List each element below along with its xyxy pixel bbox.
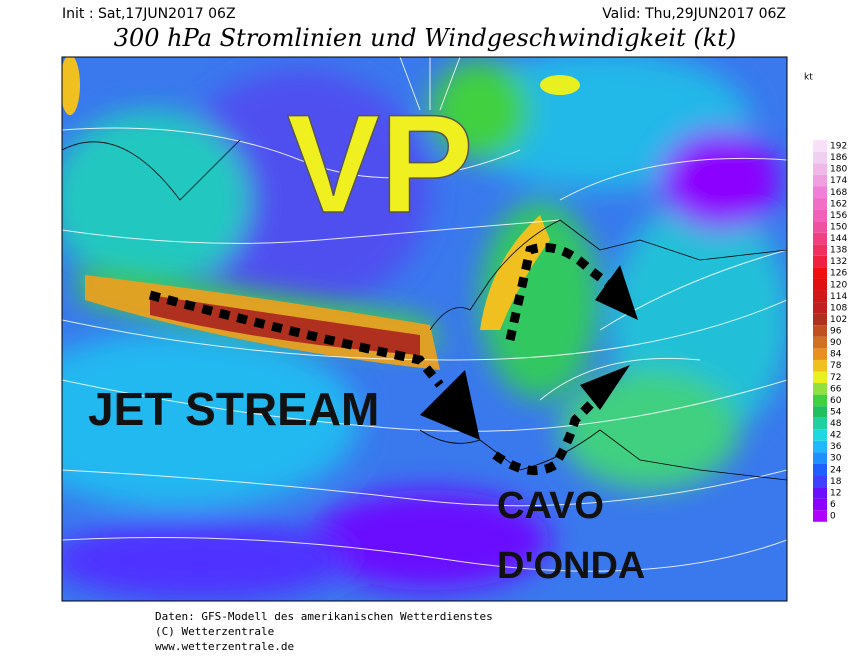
colorbar-label: 66 xyxy=(830,384,842,394)
colorbar-swatch xyxy=(813,209,827,222)
colorbar-swatch xyxy=(813,255,827,268)
colorbar-swatch xyxy=(813,452,827,464)
colorbar-label: 186 xyxy=(830,153,847,163)
colorbar-swatch xyxy=(813,198,827,210)
colorbar-label: 84 xyxy=(830,350,842,360)
colorbar-swatch xyxy=(813,394,827,407)
vp-label: VP xyxy=(287,85,474,242)
colorbar-swatch xyxy=(813,406,827,418)
colorbar-label: 114 xyxy=(830,292,847,302)
colorbar-label: 168 xyxy=(830,188,847,198)
colorbar-swatch xyxy=(813,348,827,360)
colorbar-label: 156 xyxy=(830,211,847,221)
colorbar-label: 12 xyxy=(830,488,841,498)
colorbar-label: 0 xyxy=(830,512,836,522)
colorbar-swatch xyxy=(813,313,827,326)
colorbar-label: 42 xyxy=(830,431,841,441)
colorbar-swatch xyxy=(813,302,827,314)
colorbar-swatch xyxy=(813,371,827,384)
colorbar-swatch xyxy=(813,359,827,372)
colorbar-label: 72 xyxy=(830,373,841,383)
colorbar-swatch xyxy=(813,232,827,245)
footer-line: (C) Wetterzentrale xyxy=(155,625,274,638)
colorbar-label: 96 xyxy=(830,327,842,337)
colorbar-swatch xyxy=(813,244,827,256)
colorbar-label: 162 xyxy=(830,199,847,209)
colorbar-swatch xyxy=(813,186,827,199)
colorbar-swatch xyxy=(813,498,827,511)
colorbar-swatch xyxy=(813,487,827,499)
colorbar-swatch xyxy=(813,174,827,187)
colorbar-swatch xyxy=(813,440,827,453)
colorbar-label: 174 xyxy=(830,176,847,186)
colorbar-label: 6 xyxy=(830,500,836,510)
colorbar-label: 150 xyxy=(830,222,847,232)
colorbar-swatch xyxy=(813,221,827,233)
init-time: Init : Sat,17JUN2017 06Z xyxy=(62,6,236,22)
colorbar-label: 180 xyxy=(830,165,847,175)
map-frame xyxy=(61,56,788,602)
colorbar-label: 78 xyxy=(830,361,842,371)
colorbar-swatch xyxy=(813,510,827,522)
colorbar-label: 126 xyxy=(830,269,847,279)
colorbar-label: 132 xyxy=(830,257,847,267)
colorbar-label: 36 xyxy=(830,442,842,452)
colorbar-label: 54 xyxy=(830,407,842,417)
map-title: 300 hPa Stromlinien und Windgeschwindigk… xyxy=(114,24,737,52)
colorbar-swatch xyxy=(813,267,827,279)
colorbar-swatch xyxy=(813,429,827,441)
colorbar-unit: kt xyxy=(804,73,813,83)
colorbar-swatch xyxy=(813,151,827,164)
cavo-label: CAVO xyxy=(497,485,604,527)
colorbar-label: 24 xyxy=(830,465,842,475)
onda-label: D'ONDA xyxy=(497,545,645,587)
colorbar-swatch xyxy=(813,163,827,175)
colorbar-swatch xyxy=(813,417,827,430)
colorbar-swatch xyxy=(813,383,827,395)
footer-line: www.wetterzentrale.de xyxy=(155,640,294,653)
colorbar-label: 30 xyxy=(830,454,842,464)
colorbar-swatch xyxy=(813,140,827,152)
colorbar-swatch xyxy=(813,325,827,337)
colorbar-swatch xyxy=(813,336,827,349)
colorbar-label: 144 xyxy=(830,234,847,244)
valid-time: Valid: Thu,29JUN2017 06Z xyxy=(602,6,786,22)
colorbar-swatch xyxy=(813,290,827,303)
colorbar-label: 108 xyxy=(830,303,847,313)
colorbar-label: 90 xyxy=(830,338,842,348)
colorbar-label: 120 xyxy=(830,280,847,290)
jet-stream-label: JET STREAM xyxy=(88,383,379,435)
colorbar-swatch xyxy=(813,463,827,476)
colorbar-label: 102 xyxy=(830,315,847,325)
colorbar-label: 18 xyxy=(830,477,842,487)
coastlines xyxy=(62,139,787,481)
colorbar-swatch xyxy=(813,278,827,291)
colorbar-swatch xyxy=(813,475,827,488)
colorbar-label: 60 xyxy=(830,396,842,406)
footer-line: Daten: GFS-Modell des amerikanischen Wet… xyxy=(155,610,493,623)
colorbar-label: 192 xyxy=(830,142,847,152)
colorbar-label: 48 xyxy=(830,419,842,429)
colorbar-label: 138 xyxy=(830,246,847,256)
annotations: VP JET STREAM CAVO D'ONDA xyxy=(88,84,645,587)
